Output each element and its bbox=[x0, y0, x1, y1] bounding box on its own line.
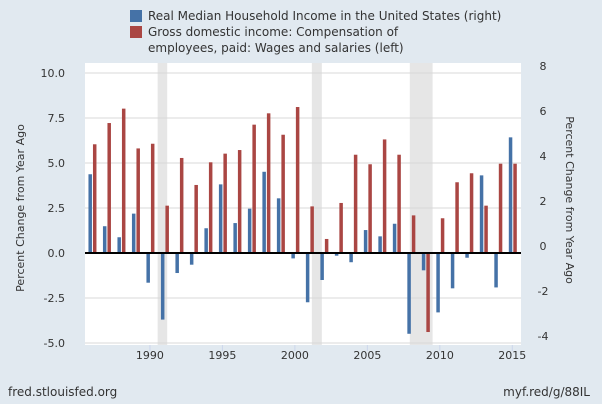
bar-wages-2010 bbox=[440, 218, 445, 253]
legend-swatch-red bbox=[130, 26, 142, 38]
bar-wages-1991 bbox=[165, 205, 169, 253]
bar-income-2010 bbox=[436, 253, 440, 313]
bar-income-2000 bbox=[291, 253, 295, 259]
bar-wages-2003 bbox=[339, 202, 343, 253]
legend-item-income[interactable]: Real Median Household Income in the Unit… bbox=[130, 8, 501, 24]
bar-income-1990 bbox=[146, 253, 150, 283]
bar-income-2006 bbox=[378, 236, 382, 253]
x-tick-label: 1995 bbox=[208, 349, 236, 362]
left-tick-label: 10.0 bbox=[41, 67, 66, 80]
short-link[interactable]: myf.red/g/88IL bbox=[503, 385, 590, 399]
legend-item-wages[interactable]: Gross domestic income: Compensation of e… bbox=[130, 24, 430, 56]
right-tick-label: -2 bbox=[538, 285, 549, 298]
right-tick-label: 8 bbox=[540, 60, 547, 73]
bar-wages-2013 bbox=[484, 205, 488, 253]
x-tick-label: 2010 bbox=[426, 349, 454, 362]
x-tick-label: 2005 bbox=[353, 349, 381, 362]
left-tick-label: 5.0 bbox=[48, 157, 66, 170]
bar-income-2012 bbox=[465, 253, 469, 258]
bar-wages-1995 bbox=[223, 153, 227, 253]
x-tick-label: 2015 bbox=[498, 349, 526, 362]
bar-income-1987 bbox=[102, 226, 107, 253]
bar-wages-2014 bbox=[498, 163, 503, 253]
bar-wages-1999 bbox=[281, 134, 285, 253]
legend-swatch-blue bbox=[130, 10, 142, 22]
recession-shade bbox=[311, 63, 322, 345]
source-text: fred.stlouisfed.org bbox=[8, 385, 118, 399]
right-tick-label: 2 bbox=[540, 195, 547, 208]
bar-income-2001 bbox=[305, 253, 310, 303]
bar-wages-1988 bbox=[121, 108, 126, 253]
bar-income-2008 bbox=[407, 253, 411, 334]
bar-income-1996 bbox=[233, 223, 237, 253]
bar-wages-2015 bbox=[513, 163, 517, 253]
bar-wages-1998 bbox=[266, 113, 271, 253]
left-axis-title: Percent Change from Year Ago bbox=[14, 124, 27, 292]
bar-wages-1990 bbox=[150, 143, 155, 253]
bar-wages-2000 bbox=[295, 107, 300, 254]
right-axis-title: Percent Change from Year Ago bbox=[563, 116, 576, 284]
bar-wages-1997 bbox=[252, 124, 256, 253]
left-tick-label: -2.5 bbox=[44, 292, 65, 305]
bar-wages-1993 bbox=[194, 184, 198, 253]
bar-wages-1986 bbox=[92, 144, 97, 253]
bar-wages-1989 bbox=[136, 148, 140, 253]
bar-income-2007 bbox=[392, 223, 397, 253]
legend-label: Real Median Household Income in the Unit… bbox=[148, 9, 502, 23]
bar-wages-2008 bbox=[411, 215, 416, 253]
bar-income-2009 bbox=[421, 253, 426, 271]
bar-wages-1994 bbox=[208, 162, 213, 253]
bar-income-2014 bbox=[494, 253, 498, 288]
bar-wages-2011 bbox=[455, 182, 459, 253]
bar-income-1995 bbox=[218, 184, 223, 253]
bar-income-1993 bbox=[189, 253, 194, 265]
right-tick-label: 0 bbox=[540, 240, 547, 253]
bar-wages-2012 bbox=[469, 173, 474, 253]
x-tick-label: 1990 bbox=[136, 349, 164, 362]
right-tick-label: 6 bbox=[540, 105, 547, 118]
bar-income-2003 bbox=[334, 253, 339, 256]
bar-wages-2007 bbox=[397, 154, 401, 253]
bar-wages-2006 bbox=[382, 139, 387, 253]
bar-income-1988 bbox=[117, 237, 121, 253]
right-tick-label: -4 bbox=[538, 330, 549, 343]
bar-wages-2001 bbox=[310, 206, 314, 253]
bar-wages-1996 bbox=[237, 150, 242, 253]
bar-income-2004 bbox=[349, 253, 353, 263]
left-tick-label: 7.5 bbox=[48, 112, 66, 125]
bar-income-2013 bbox=[479, 175, 484, 253]
bar-wages-2005 bbox=[368, 164, 372, 253]
bar-income-1997 bbox=[247, 208, 252, 253]
bar-income-1986 bbox=[88, 174, 92, 253]
left-tick-label: 0.0 bbox=[48, 247, 66, 260]
bar-income-2011 bbox=[450, 253, 455, 289]
bar-income-1991 bbox=[160, 253, 165, 320]
bar-wages-1992 bbox=[179, 157, 184, 253]
chart-legend: Real Median Household Income in the Unit… bbox=[130, 8, 501, 56]
x-tick-label: 2000 bbox=[281, 349, 309, 362]
right-tick-label: 4 bbox=[540, 150, 547, 163]
bar-income-1994 bbox=[204, 228, 208, 253]
bar-wages-1987 bbox=[107, 123, 111, 253]
legend-label: Gross domestic income: Compensation of e… bbox=[148, 25, 404, 55]
bar-wages-2004 bbox=[353, 154, 358, 253]
bar-wages-2009 bbox=[426, 253, 430, 333]
bar-income-2002 bbox=[320, 253, 324, 280]
bar-income-1992 bbox=[175, 253, 179, 274]
left-tick-label: -5.0 bbox=[44, 337, 65, 350]
bar-income-1989 bbox=[131, 213, 136, 253]
bar-wages-2002 bbox=[324, 238, 329, 253]
bar-income-2005 bbox=[363, 230, 368, 253]
recession-shade bbox=[157, 63, 168, 345]
bar-income-2015 bbox=[508, 137, 513, 253]
bar-income-1998 bbox=[262, 171, 266, 253]
left-tick-label: 2.5 bbox=[48, 202, 66, 215]
bar-income-1999 bbox=[276, 198, 281, 253]
